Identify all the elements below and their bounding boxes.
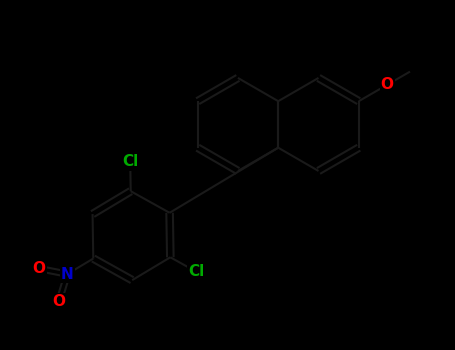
Text: O: O <box>381 77 394 92</box>
Text: O: O <box>33 261 46 276</box>
Text: Cl: Cl <box>122 154 138 169</box>
Text: O: O <box>52 294 66 309</box>
Text: N: N <box>61 267 74 282</box>
Text: Cl: Cl <box>188 264 204 279</box>
